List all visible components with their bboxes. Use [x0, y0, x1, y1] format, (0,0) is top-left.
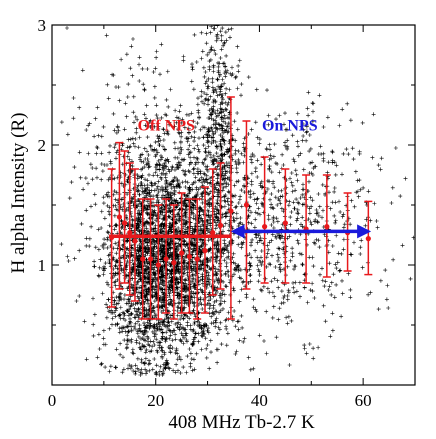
y-axis-label: H alpha Intensity (R) [8, 113, 29, 274]
scatter-markers [59, 25, 415, 377]
data-point [365, 236, 371, 242]
data-point [202, 248, 208, 254]
x-tick-label: 40 [251, 391, 268, 410]
data-point [132, 238, 138, 244]
x-tick-label: 0 [48, 391, 57, 410]
y-tick-label: 2 [38, 136, 47, 155]
x-tick-label: 20 [147, 391, 164, 410]
data-point [122, 220, 128, 226]
scatter-points [59, 25, 415, 377]
data-point [210, 230, 216, 236]
data-point [179, 250, 185, 256]
data-point [324, 224, 330, 230]
axis-ticks [51, 24, 416, 386]
series-on-nps [230, 156, 373, 284]
data-point [127, 230, 133, 236]
data-point [140, 256, 146, 262]
data-point [262, 224, 268, 230]
data-point [217, 222, 224, 228]
data-point [243, 202, 250, 208]
x-tick-label: 60 [355, 391, 372, 410]
y-tick-label: 1 [38, 256, 47, 275]
series-off-nps [107, 96, 251, 320]
data-point [186, 254, 193, 260]
data-point [282, 220, 288, 226]
series-layer [107, 96, 373, 320]
plot-frame [51, 24, 416, 386]
data-point [147, 256, 154, 262]
annotation-on-nps: On NPS [262, 118, 318, 135]
annotation-off-nps: Off NPS [138, 118, 195, 135]
data-point [171, 260, 177, 266]
data-point [163, 256, 169, 262]
data-point [155, 262, 161, 268]
x-axis-label: 408 MHz Tb-2.7 K [168, 412, 315, 433]
y-tick-label: 3 [38, 16, 47, 35]
data-point [194, 256, 200, 262]
data-point [228, 208, 234, 214]
data-point [116, 214, 123, 220]
